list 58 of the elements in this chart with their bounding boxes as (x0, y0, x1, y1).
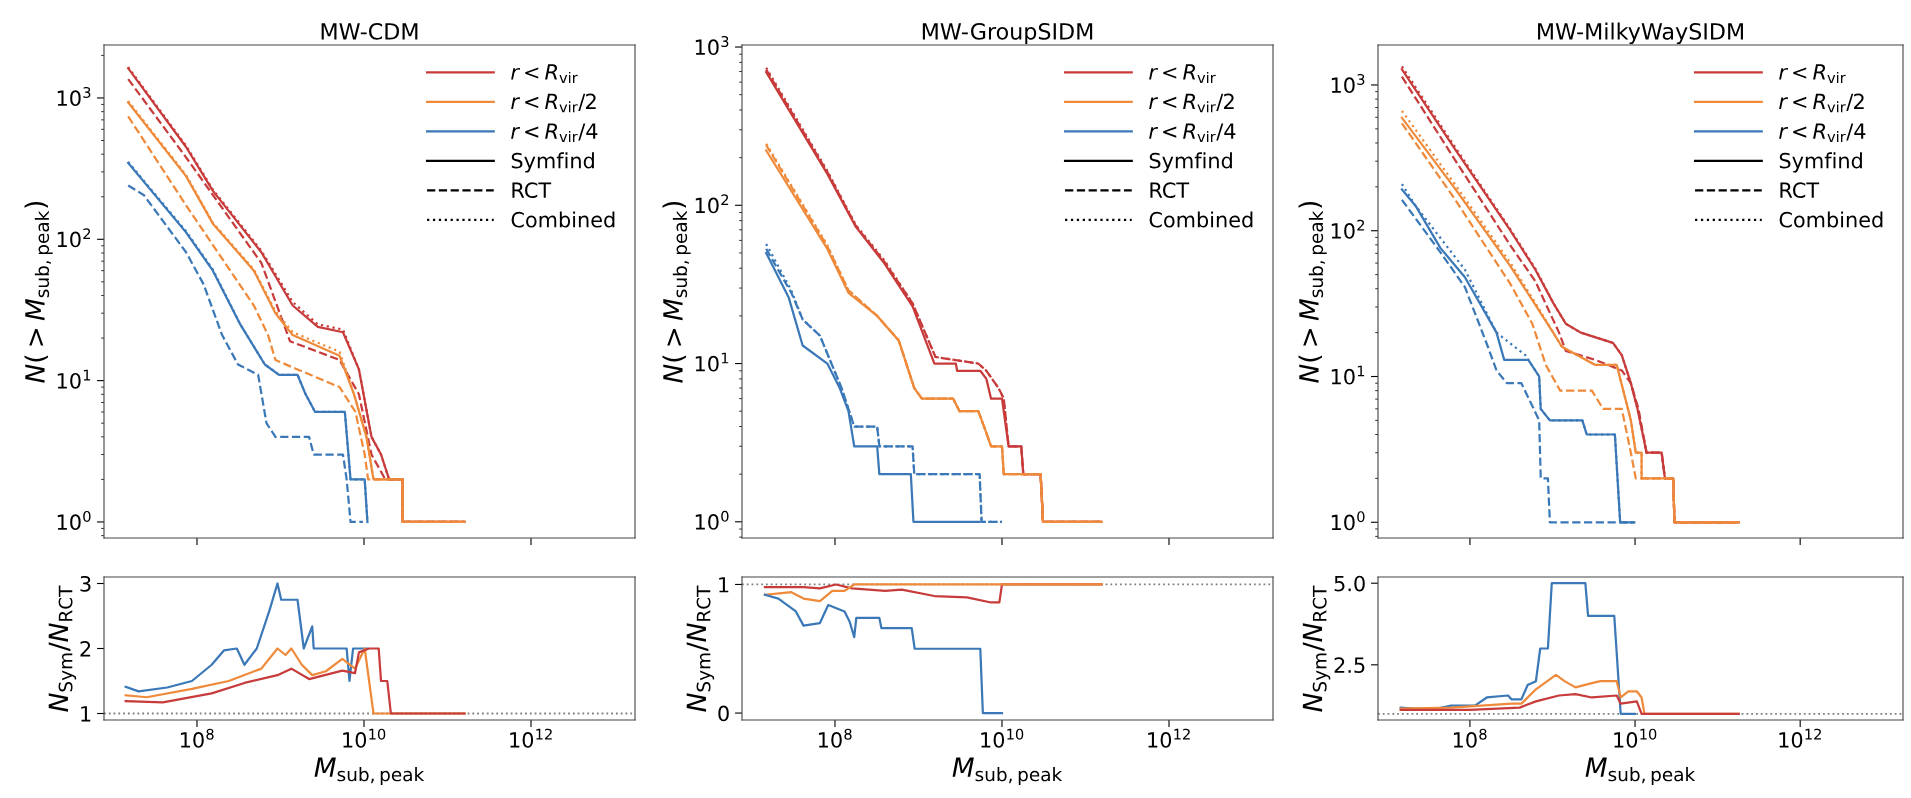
y-tick-label: 10$^{1}$ (1331, 365, 1365, 385)
x-tick-label: 10$^{10}$ (1614, 728, 1657, 748)
y-tick-label: 10$^{2}$ (57, 228, 91, 248)
x-tick-label: 10$^{8}$ (180, 728, 214, 748)
y-axis-title: N(>M$_{sub,peak}$) (662, 201, 691, 383)
legend-label: r<R$_{vir}$/4 (1149, 123, 1236, 143)
y-tick-label: 10$^{1}$ (695, 352, 729, 372)
legend-label: r<R$_{vir}$ (511, 64, 578, 83)
y-tick-label: 10$^{2}$ (695, 194, 729, 214)
y-axis-title: N(>M$_{sub,peak}$) (24, 201, 53, 383)
y-tick-label: 10$^{0}$ (695, 510, 729, 530)
x-tick-label: 10$^{12}$ (1148, 728, 1190, 748)
y-tick-label: 2.5 (1334, 657, 1365, 674)
legend-label: r<R$_{vir}$/4 (511, 123, 598, 143)
chart-title: MW-MilkyWaySIDM (1538, 22, 1743, 45)
y-tick-label: 10$^{3}$ (57, 86, 91, 107)
legend-label: Symfind (1779, 152, 1862, 173)
legend-label: Combined (1149, 211, 1253, 228)
x-tick-label: 10$^{12}$ (1779, 728, 1821, 748)
x-axis-title: M$_{sub,peak}$ (1585, 757, 1696, 785)
y-axis-title: N$_{Sym}$/N$_{RCT}$ (686, 585, 715, 712)
y-axis-title: N$_{Sym}$/N$_{RCT}$ (48, 585, 77, 712)
y-tick-label: 5.0 (1334, 575, 1365, 592)
chart-title: MW-GroupSIDM (922, 22, 1093, 45)
legend-label: Combined (511, 211, 615, 228)
legend-label: r<R$_{vir}$/2 (1779, 93, 1864, 113)
legend-label: Symfind (511, 152, 594, 173)
legend-label: Symfind (1149, 152, 1232, 173)
x-tick-label: 10$^{8}$ (818, 728, 852, 748)
y-axis-title: N$_{Sym}$/N$_{RCT}$ (1302, 585, 1331, 712)
x-axis-title: M$_{sub,peak}$ (952, 757, 1063, 785)
legend-label: Combined (1779, 211, 1883, 228)
x-tick-label: 10$^{12}$ (510, 728, 552, 748)
y-tick-label: 10$^{3}$ (695, 35, 729, 56)
legend-label: r<R$_{vir}$ (1149, 64, 1216, 83)
y-axis-title: N(>M$_{sub,peak}$) (1298, 201, 1327, 383)
y-tick-label: 1 (719, 577, 729, 593)
legend-label: RCT (1780, 182, 1820, 199)
x-tick-label: 10$^{10}$ (343, 728, 386, 748)
y-tick-label: 10$^{3}$ (1331, 73, 1365, 94)
chart-title: MW-CDM (321, 22, 418, 40)
y-tick-label: 10$^{2}$ (1331, 219, 1365, 239)
x-axis-title: M$_{sub,peak}$ (314, 757, 425, 785)
y-tick-label: 3 (80, 575, 91, 592)
x-tick-label: 10$^{8}$ (1453, 728, 1487, 748)
legend-label: r<R$_{vir}$/2 (511, 93, 596, 113)
y-tick-label: 10$^{1}$ (57, 369, 91, 389)
legend-label: r<R$_{vir}$/2 (1149, 93, 1234, 113)
legend-label: r<R$_{vir}$/4 (1779, 123, 1866, 143)
legend-label: r<R$_{vir}$ (1779, 64, 1846, 83)
x-tick-label: 10$^{10}$ (981, 728, 1024, 748)
y-tick-label: 0 (718, 705, 729, 722)
legend-label: RCT (512, 182, 552, 199)
legend-label: RCT (1150, 182, 1190, 199)
y-tick-label: 1 (81, 706, 91, 722)
y-tick-label: 2 (80, 640, 91, 657)
y-tick-label: 10$^{0}$ (1331, 511, 1365, 531)
y-tick-label: 10$^{0}$ (57, 510, 91, 531)
